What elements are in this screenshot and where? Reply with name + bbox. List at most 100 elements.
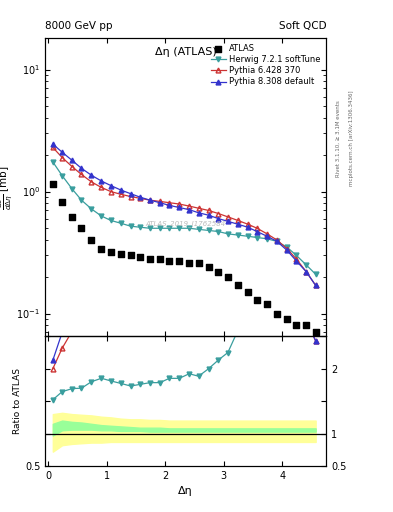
- Pythia 8.308 default: [177, 204, 182, 210]
- ATLAS: [254, 295, 260, 304]
- ATLAS: [303, 321, 309, 329]
- Line: Herwig 7.2.1 softTune: Herwig 7.2.1 softTune: [50, 159, 318, 276]
- ATLAS: [186, 259, 192, 267]
- Pythia 6.428 370: [313, 282, 318, 288]
- Pythia 6.428 370: [275, 237, 279, 243]
- Pythia 6.428 370: [245, 221, 250, 227]
- Legend: ATLAS, Herwig 7.2.1 softTune, Pythia 6.428 370, Pythia 8.308 default: ATLAS, Herwig 7.2.1 softTune, Pythia 6.4…: [209, 42, 322, 88]
- Line: Pythia 6.428 370: Pythia 6.428 370: [50, 145, 318, 288]
- Pythia 8.308 default: [158, 200, 162, 206]
- Pythia 6.428 370: [158, 198, 162, 204]
- Herwig 7.2.1 softTune: [255, 234, 259, 241]
- ATLAS: [264, 300, 270, 308]
- Herwig 7.2.1 softTune: [226, 231, 230, 237]
- Herwig 7.2.1 softTune: [196, 226, 201, 232]
- Pythia 6.428 370: [206, 207, 211, 214]
- Pythia 6.428 370: [226, 214, 230, 220]
- Pythia 6.428 370: [89, 179, 94, 185]
- Herwig 7.2.1 softTune: [50, 159, 55, 165]
- Pythia 8.308 default: [216, 216, 221, 222]
- Pythia 8.308 default: [128, 190, 133, 197]
- Herwig 7.2.1 softTune: [304, 262, 309, 268]
- Pythia 6.428 370: [304, 269, 309, 275]
- ATLAS: [244, 288, 251, 296]
- Text: Rivet 3.1.10, ≥ 3.1M events: Rivet 3.1.10, ≥ 3.1M events: [336, 100, 341, 177]
- Pythia 6.428 370: [148, 197, 152, 203]
- Herwig 7.2.1 softTune: [89, 206, 94, 212]
- ATLAS: [147, 255, 153, 263]
- X-axis label: Δη: Δη: [178, 486, 193, 496]
- Pythia 8.308 default: [313, 282, 318, 288]
- Pythia 8.308 default: [99, 178, 104, 184]
- Pythia 8.308 default: [187, 207, 191, 213]
- Herwig 7.2.1 softTune: [294, 252, 299, 259]
- Text: Δη (ATLAS): Δη (ATLAS): [155, 47, 217, 57]
- ATLAS: [137, 253, 143, 261]
- Herwig 7.2.1 softTune: [206, 227, 211, 233]
- Pythia 8.308 default: [79, 165, 84, 172]
- Pythia 8.308 default: [138, 194, 142, 200]
- Pythia 8.308 default: [206, 212, 211, 218]
- Y-axis label: $\frac{d\sigma}{d\Delta\eta}$ [mb]: $\frac{d\sigma}{d\Delta\eta}$ [mb]: [0, 165, 15, 210]
- Pythia 6.428 370: [285, 246, 289, 252]
- Pythia 6.428 370: [70, 163, 75, 169]
- Text: mcplots.cern.ch [arXiv:1306.3436]: mcplots.cern.ch [arXiv:1306.3436]: [349, 91, 354, 186]
- Pythia 8.308 default: [304, 269, 309, 275]
- Herwig 7.2.1 softTune: [265, 236, 270, 242]
- Herwig 7.2.1 softTune: [60, 173, 64, 179]
- ATLAS: [108, 248, 114, 256]
- Pythia 8.308 default: [70, 157, 75, 163]
- Pythia 8.308 default: [235, 221, 240, 227]
- Pythia 8.308 default: [50, 141, 55, 147]
- Pythia 8.308 default: [89, 172, 94, 178]
- ATLAS: [166, 257, 173, 265]
- Herwig 7.2.1 softTune: [167, 225, 172, 231]
- Herwig 7.2.1 softTune: [118, 220, 123, 226]
- Herwig 7.2.1 softTune: [158, 225, 162, 231]
- Pythia 8.308 default: [255, 228, 259, 234]
- Pythia 6.428 370: [255, 225, 259, 231]
- Y-axis label: Ratio to ATLAS: Ratio to ATLAS: [13, 368, 22, 434]
- Pythia 6.428 370: [50, 144, 55, 151]
- ATLAS: [59, 198, 65, 206]
- Pythia 8.308 default: [285, 247, 289, 253]
- Herwig 7.2.1 softTune: [285, 244, 289, 250]
- Herwig 7.2.1 softTune: [79, 197, 84, 203]
- Pythia 6.428 370: [99, 184, 104, 190]
- ATLAS: [78, 224, 84, 232]
- Pythia 6.428 370: [128, 194, 133, 200]
- Herwig 7.2.1 softTune: [128, 223, 133, 229]
- Pythia 8.308 default: [167, 202, 172, 208]
- Pythia 6.428 370: [60, 155, 64, 161]
- Pythia 8.308 default: [245, 224, 250, 230]
- ATLAS: [312, 328, 319, 336]
- Herwig 7.2.1 softTune: [245, 233, 250, 239]
- ATLAS: [157, 255, 163, 263]
- ATLAS: [235, 281, 241, 289]
- Text: ATLAS_2019_I1762584: ATLAS_2019_I1762584: [145, 220, 226, 226]
- ATLAS: [69, 213, 75, 221]
- ATLAS: [98, 245, 105, 253]
- Text: 8000 GeV pp: 8000 GeV pp: [45, 21, 113, 31]
- Text: Soft QCD: Soft QCD: [279, 21, 326, 31]
- Line: Pythia 8.308 default: Pythia 8.308 default: [50, 142, 318, 288]
- Pythia 6.428 370: [167, 200, 172, 206]
- Pythia 8.308 default: [226, 218, 230, 224]
- Herwig 7.2.1 softTune: [138, 224, 142, 230]
- Herwig 7.2.1 softTune: [235, 232, 240, 238]
- ATLAS: [176, 257, 182, 265]
- Pythia 8.308 default: [148, 197, 152, 203]
- Herwig 7.2.1 softTune: [216, 228, 221, 234]
- Pythia 8.308 default: [294, 258, 299, 264]
- Herwig 7.2.1 softTune: [187, 225, 191, 231]
- Pythia 8.308 default: [118, 187, 123, 193]
- ATLAS: [88, 236, 95, 244]
- ATLAS: [206, 263, 212, 271]
- ATLAS: [293, 321, 299, 329]
- ATLAS: [50, 180, 56, 188]
- Pythia 6.428 370: [177, 201, 182, 207]
- Herwig 7.2.1 softTune: [275, 239, 279, 245]
- Herwig 7.2.1 softTune: [108, 217, 113, 223]
- ATLAS: [284, 315, 290, 323]
- Pythia 6.428 370: [187, 203, 191, 209]
